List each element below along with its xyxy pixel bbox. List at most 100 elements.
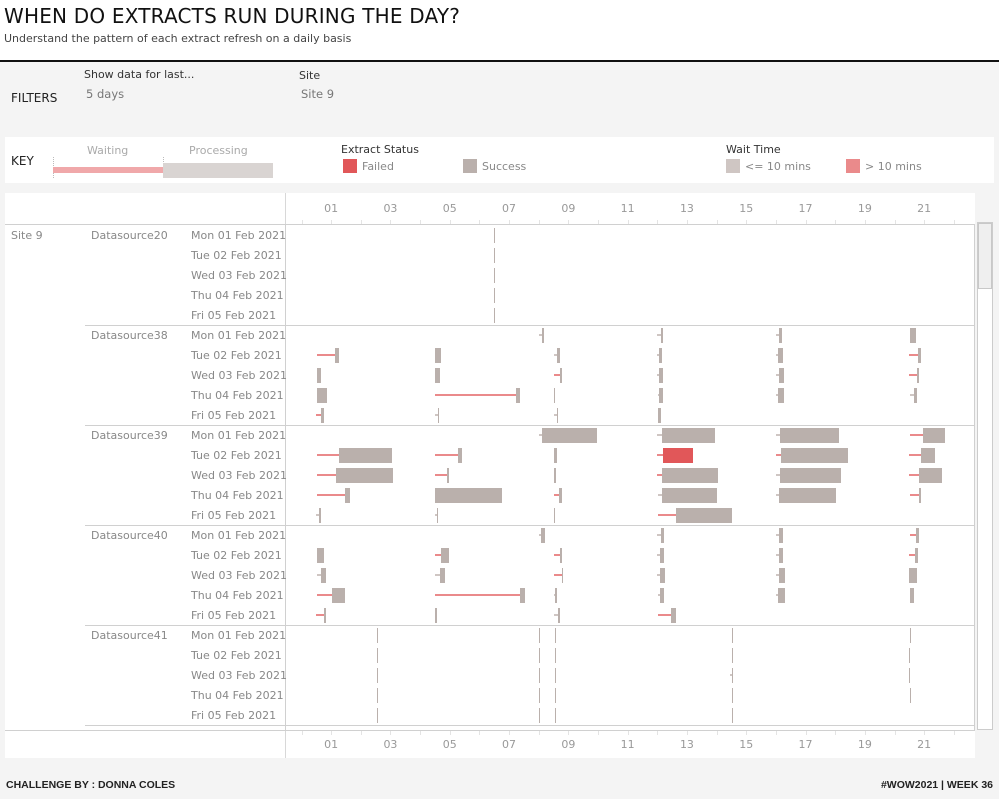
x-tick-label-top: 17: [798, 202, 813, 215]
x-tick-label-top: 11: [620, 202, 635, 215]
x-tick-bottom: [390, 731, 392, 735]
processing-bar-success: [538, 688, 540, 703]
wait-line-short: [538, 434, 542, 436]
x-tick-label-top: 05: [442, 202, 457, 215]
processing-bar-success: [541, 428, 598, 443]
processing-bar-success: [780, 428, 840, 443]
datasource-label: Datasource39: [91, 429, 168, 442]
wait-line-short: [775, 494, 779, 496]
wait-line-short: [657, 574, 660, 576]
chart-rows: Site 9 Datasource20 Mon 01 Feb 2021 Tue 02 …: [5, 225, 975, 730]
x-tick-bottom: [538, 731, 540, 735]
wait-line-short: [657, 534, 661, 536]
wait-line-long: [554, 374, 561, 376]
processing-bar-success: [778, 488, 837, 503]
page-subtitle: Understand the pattern of each extract r…: [4, 32, 352, 45]
processing-bar-success: [554, 448, 558, 463]
processing-bar-success: [434, 488, 502, 503]
processing-bar-success: [914, 388, 918, 403]
x-tick-bottom: [894, 731, 896, 735]
date-label: Mon 01 Feb 2021: [191, 329, 287, 342]
wait-time-legend-title: Wait Time: [726, 143, 781, 156]
processing-bar-success: [555, 688, 557, 703]
date-label: Fri 05 Feb 2021: [191, 309, 277, 322]
processing-bar-success: [538, 648, 540, 663]
page-title: WHEN DO EXTRACTS RUN DURING THE DAY?: [4, 4, 461, 28]
processing-bar-success: [778, 568, 786, 583]
wait-line-short: [775, 374, 779, 376]
wait-line-long: [316, 494, 346, 496]
wait-line-long: [316, 474, 336, 476]
processing-bar-success: [560, 548, 563, 563]
wait-line-long: [909, 454, 922, 456]
legend-failed-label: Failed: [362, 160, 394, 173]
processing-bar-success: [778, 328, 782, 343]
date-label: Tue 02 Feb 2021: [191, 649, 282, 662]
scrollbar-thumb[interactable]: [978, 223, 992, 289]
processing-bar-success: [732, 668, 734, 683]
x-tick-top: [449, 220, 451, 224]
processing-bar-success: [777, 348, 783, 363]
x-tick-top: [953, 220, 955, 224]
processing-bar-success: [515, 388, 520, 403]
processing-bar-success: [732, 708, 734, 723]
processing-bar-success: [555, 588, 558, 603]
processing-bar-success: [909, 628, 912, 643]
date-label: Mon 01 Feb 2021: [191, 229, 287, 242]
x-tick-top: [716, 220, 718, 224]
x-tick-top: [509, 220, 511, 224]
processing-bar-success: [562, 568, 564, 583]
date-label: Tue 02 Feb 2021: [191, 249, 282, 262]
x-tick-bottom: [420, 731, 422, 735]
processing-bar-success: [541, 328, 545, 343]
x-tick-bottom: [924, 731, 926, 735]
processing-bar-success: [560, 368, 563, 383]
days-filter-dropdown[interactable]: 5 days: [86, 87, 125, 101]
vertical-scrollbar[interactable]: [977, 222, 993, 730]
site-filter-dropdown[interactable]: Site 9: [301, 87, 335, 101]
wait-line-long: [434, 474, 447, 476]
processing-bar-success: [659, 388, 664, 403]
x-tick-label-bottom: 03: [383, 738, 398, 751]
x-tick-bottom: [864, 731, 866, 735]
x-tick-top: [746, 220, 748, 224]
wait-line-long: [316, 414, 322, 416]
wait-line-short: [657, 354, 660, 356]
x-tick-bottom: [716, 731, 718, 735]
processing-bar-success: [659, 568, 665, 583]
processing-bar-success: [919, 468, 942, 483]
processing-bar-success: [540, 528, 545, 543]
wait-line-long: [316, 354, 335, 356]
processing-bar-success: [659, 368, 664, 383]
datasource-label: Datasource40: [91, 529, 168, 542]
wait-line-short: [434, 514, 437, 516]
wait-line-short: [775, 574, 779, 576]
x-tick-label-bottom: 05: [442, 738, 457, 751]
date-label: Tue 02 Feb 2021: [191, 449, 282, 462]
processing-bar-failed: [662, 448, 693, 463]
x-tick-top: [627, 220, 629, 224]
legend-success-label: Success: [482, 160, 527, 173]
date-label: Fri 05 Feb 2021: [191, 709, 277, 722]
datasource-divider: [85, 425, 975, 426]
processing-bar-success: [557, 408, 559, 423]
x-tick-top: [894, 220, 896, 224]
x-tick-bottom: [449, 731, 451, 735]
processing-bar-success: [437, 508, 438, 523]
wait-line-short: [775, 434, 781, 436]
processing-bar-success: [554, 508, 556, 523]
x-tick-top: [805, 220, 807, 224]
x-tick-top: [331, 220, 333, 224]
x-tick-top: [598, 220, 599, 224]
wait-line-short: [657, 494, 663, 496]
wait-line-short: [554, 354, 558, 356]
processing-bar-success: [659, 348, 663, 363]
wait-line-short: [434, 414, 438, 416]
wait-line-short: [657, 334, 661, 336]
datasource-divider: [85, 325, 975, 326]
extract-gantt-chart: Site 9 Datasource20 Mon 01 Feb 2021 Tue 02 …: [5, 193, 975, 758]
x-tick-top: [864, 220, 866, 224]
processing-bar-success: [554, 468, 556, 483]
wait-line-long: [434, 454, 459, 456]
processing-bar-success: [922, 428, 945, 443]
